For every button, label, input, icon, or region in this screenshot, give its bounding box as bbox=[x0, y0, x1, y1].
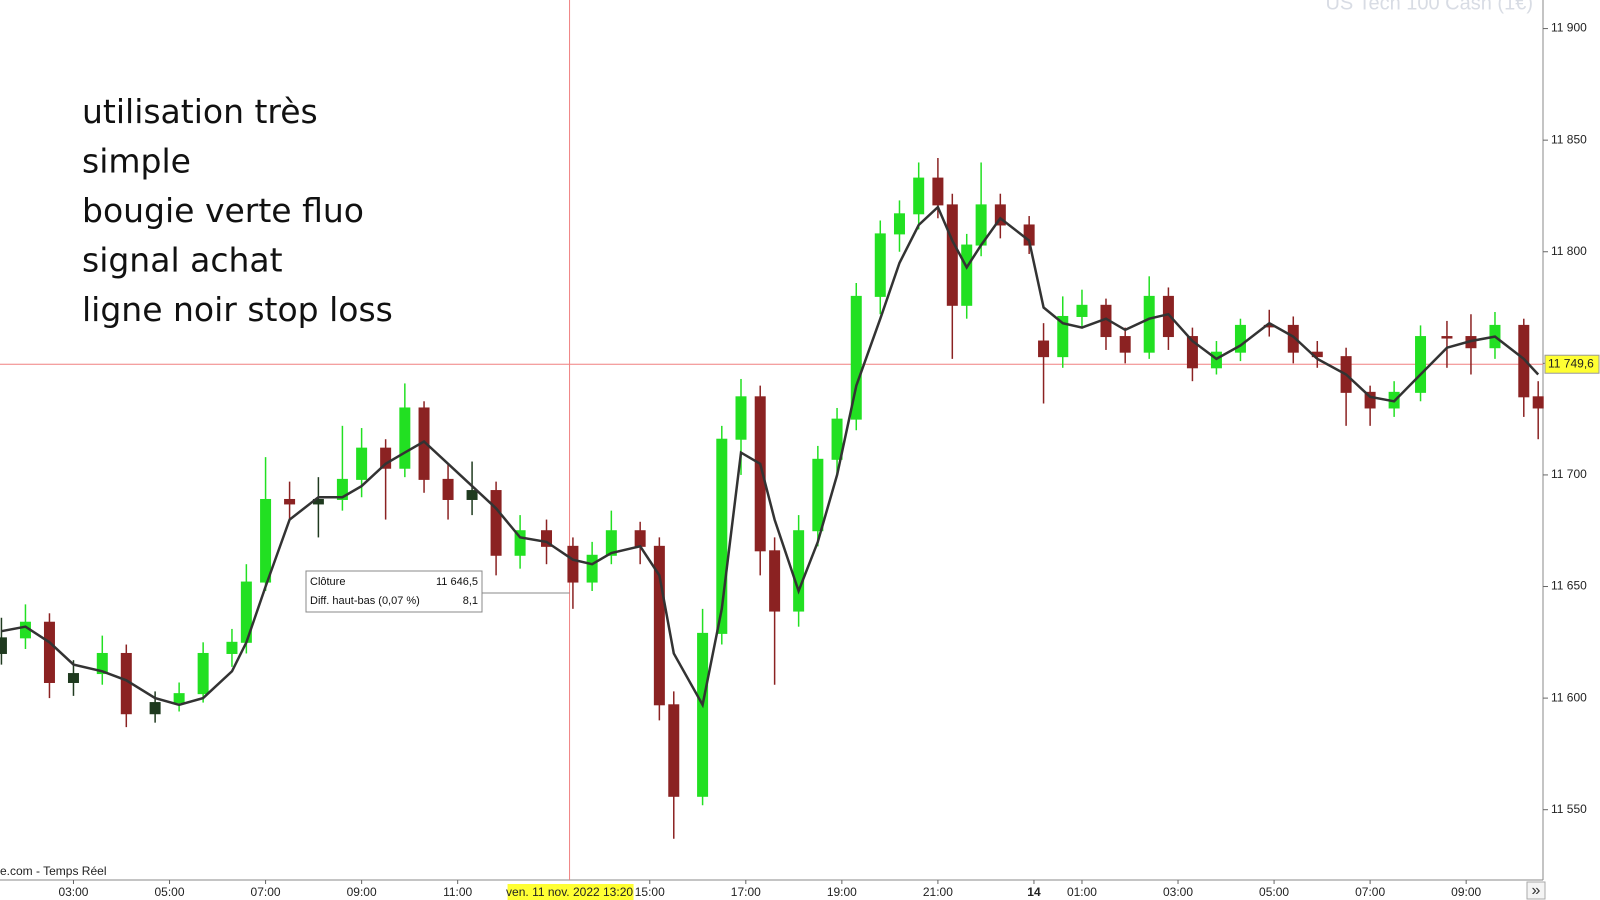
time-label-box bbox=[507, 884, 634, 900]
chart-title: US Tech 100 Cash (1€) bbox=[1325, 0, 1533, 14]
candle-body bbox=[1532, 396, 1544, 409]
candle-body bbox=[946, 204, 958, 306]
candle-body bbox=[67, 673, 79, 683]
candle-body bbox=[149, 702, 161, 715]
x-tick-label: 03:00 bbox=[1163, 885, 1193, 899]
x-tick-label: 01:00 bbox=[1067, 885, 1097, 899]
candle-body bbox=[399, 407, 411, 469]
candle-body bbox=[466, 490, 478, 500]
candle-body bbox=[1057, 315, 1069, 358]
candle-body bbox=[567, 545, 579, 583]
candle-body bbox=[893, 213, 905, 235]
x-tick-label: 17:00 bbox=[731, 885, 761, 899]
y-tick-label: 11 800 bbox=[1551, 244, 1587, 258]
candle-body bbox=[1119, 336, 1131, 353]
candle-body bbox=[442, 478, 454, 500]
tooltip-label: Diff. haut-bas (0,07 %) bbox=[310, 595, 420, 607]
annotation: simple bbox=[82, 142, 191, 181]
x-tick-label: 15:00 bbox=[635, 885, 665, 899]
x-tick-label: 21:00 bbox=[923, 885, 953, 899]
candle-body bbox=[913, 177, 925, 215]
candle-body bbox=[634, 530, 646, 547]
time-label: ven. 11 nov. 2022 13:20 bbox=[506, 885, 633, 899]
candle-body bbox=[1415, 336, 1427, 393]
x-tick-label: 05:00 bbox=[1259, 885, 1289, 899]
y-tick-label: 11 550 bbox=[1551, 802, 1587, 816]
y-tick-label: 11 600 bbox=[1551, 690, 1587, 704]
candle-body bbox=[1234, 324, 1246, 353]
nav-button[interactable]: » bbox=[1532, 882, 1541, 899]
candle-body bbox=[735, 396, 747, 440]
candle-body bbox=[697, 632, 709, 797]
footer: e.com - Temps Réel bbox=[0, 864, 106, 878]
candle-body bbox=[1518, 324, 1530, 398]
x-tick-label: 09:00 bbox=[1451, 885, 1481, 899]
tooltip-value: 8,1 bbox=[463, 595, 478, 607]
y-tick-label: 11 700 bbox=[1551, 467, 1587, 481]
y-tick-label: 11 900 bbox=[1551, 21, 1587, 35]
tooltip-box bbox=[305, 570, 483, 613]
annotation: bougie verte fluo bbox=[82, 191, 364, 230]
candle-body bbox=[653, 545, 665, 706]
candle-body bbox=[769, 550, 781, 612]
candle-body bbox=[850, 295, 862, 420]
candle-body bbox=[226, 641, 238, 654]
candle-body bbox=[1038, 340, 1050, 358]
candle-body bbox=[874, 233, 886, 297]
candle-body bbox=[284, 498, 296, 505]
candle-body bbox=[994, 204, 1006, 226]
price-label-box bbox=[1544, 354, 1600, 374]
candle-body bbox=[490, 490, 502, 556]
x-tick-label: 19:00 bbox=[827, 885, 857, 899]
tooltip-value: 11 646,5 bbox=[436, 576, 478, 588]
tooltip-label: Clôture bbox=[310, 576, 345, 588]
candle-body bbox=[1143, 295, 1155, 353]
x-tick-label: 11:00 bbox=[443, 885, 472, 899]
x-tick-label: 09:00 bbox=[347, 885, 377, 899]
candle-body bbox=[831, 418, 843, 460]
candle-body bbox=[668, 704, 680, 797]
candle-body bbox=[197, 652, 209, 695]
candle-body bbox=[0, 637, 7, 654]
candle-body bbox=[605, 530, 617, 556]
candle-body bbox=[356, 447, 368, 480]
x-tick-label: 03:00 bbox=[58, 885, 88, 899]
candle-body bbox=[812, 458, 824, 532]
candle-body bbox=[1441, 336, 1453, 339]
x-tick-label: 14 bbox=[1027, 885, 1041, 899]
x-tick-label: 05:00 bbox=[155, 885, 185, 899]
candle-body bbox=[1186, 336, 1198, 369]
candle-body bbox=[336, 478, 348, 500]
annotation: signal achat bbox=[82, 241, 283, 280]
candle-body bbox=[961, 244, 973, 306]
candle-body bbox=[260, 498, 272, 583]
annotation: utilisation très bbox=[82, 92, 318, 131]
candle-body bbox=[514, 530, 526, 556]
candle-body bbox=[1287, 324, 1299, 353]
candle-body bbox=[586, 554, 598, 583]
candle-body bbox=[541, 530, 553, 547]
candle-body bbox=[173, 693, 185, 704]
candle-body bbox=[932, 177, 944, 206]
candle-body bbox=[380, 447, 392, 469]
x-tick-label: 07:00 bbox=[1355, 885, 1385, 899]
y-tick-label: 11 850 bbox=[1551, 132, 1587, 146]
candle-body bbox=[793, 530, 805, 612]
candle-body bbox=[716, 438, 728, 634]
price-label: 11 749,6 bbox=[1548, 356, 1594, 370]
candle-body bbox=[754, 396, 766, 552]
x-tick-label: 07:00 bbox=[251, 885, 281, 899]
annotation: ligne noir stop loss bbox=[82, 290, 393, 329]
nav-button-box[interactable] bbox=[1526, 881, 1546, 900]
candle-body bbox=[43, 621, 55, 683]
stop-loss-line bbox=[1, 204, 1540, 709]
candle-body bbox=[96, 652, 108, 675]
candle-body bbox=[1076, 304, 1088, 317]
y-tick-label: 11 650 bbox=[1551, 579, 1587, 593]
candle-body bbox=[1364, 391, 1376, 409]
